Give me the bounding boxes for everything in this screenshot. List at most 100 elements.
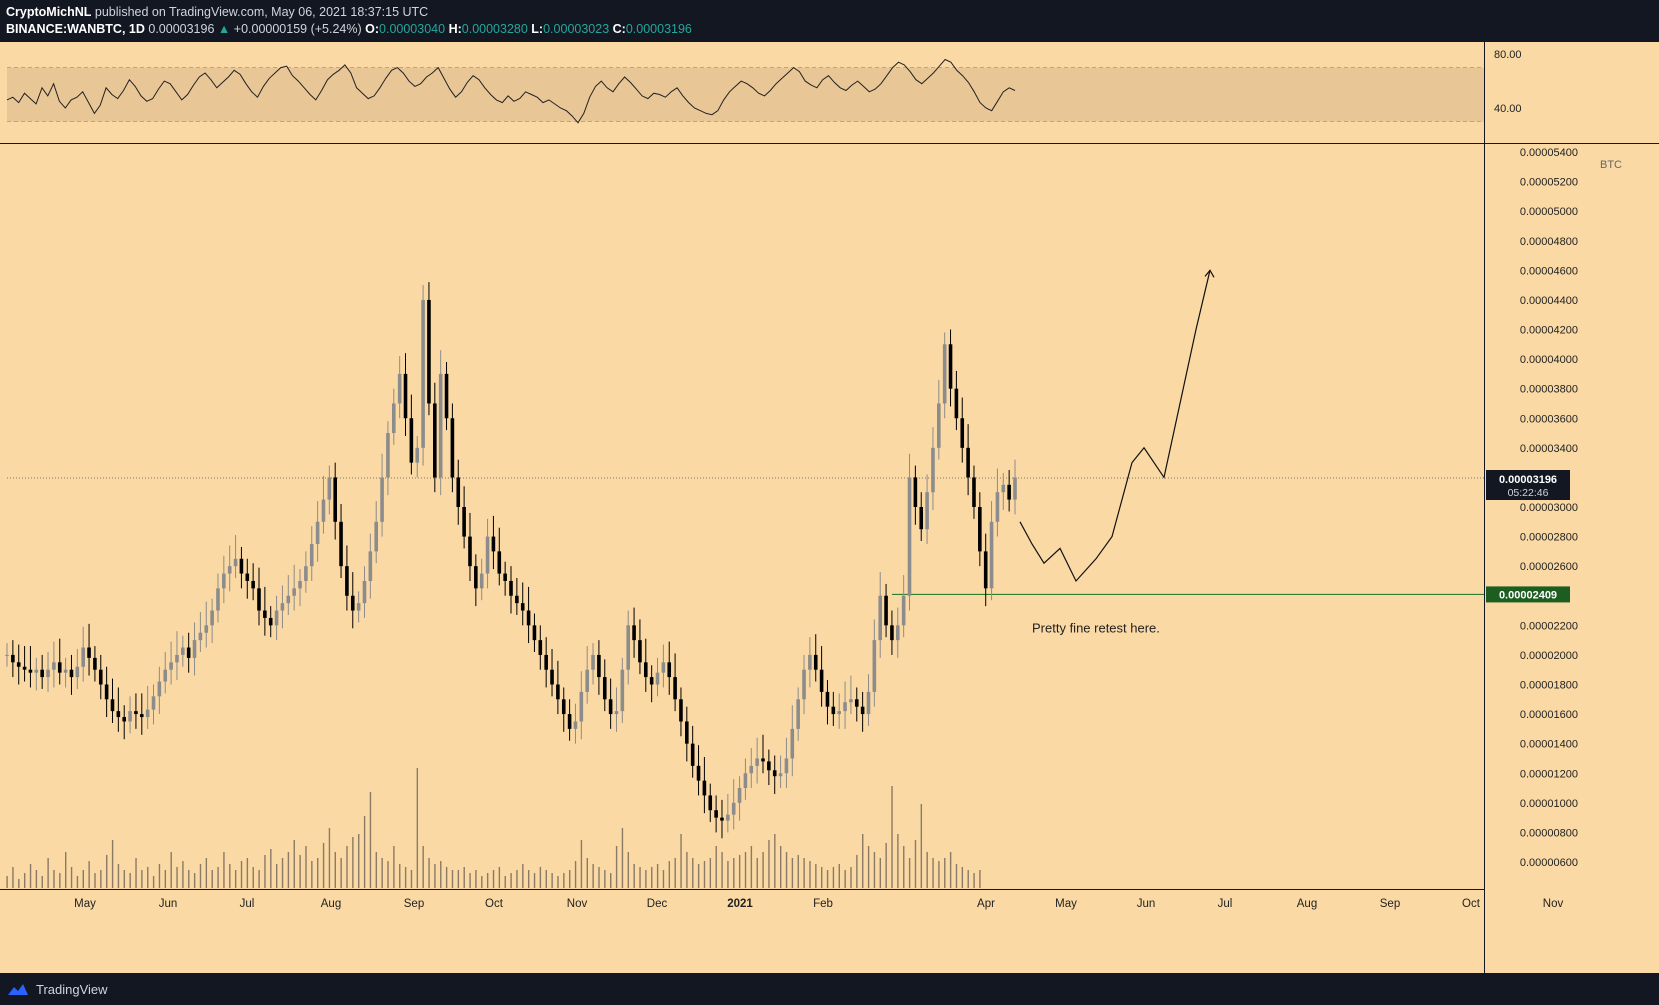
candle-body <box>204 625 209 633</box>
volume-bar <box>469 873 471 888</box>
candle-body <box>532 625 537 641</box>
volume-bar <box>6 876 8 888</box>
time-tick-label: Aug <box>321 898 341 910</box>
high-value: 0.00003280 <box>461 22 528 36</box>
volume-bar <box>252 867 254 888</box>
candle-body <box>591 654 595 670</box>
candle-body <box>333 477 337 522</box>
time-tick-label: Oct <box>1462 898 1481 910</box>
volume-bar <box>826 870 829 888</box>
volume-bar <box>281 858 284 888</box>
volume-bar <box>504 876 506 888</box>
candle-body <box>983 551 988 589</box>
volume-bar <box>527 870 530 888</box>
rsi-pane[interactable]: 80.00 40.00 <box>0 49 1659 144</box>
candle-body <box>761 758 765 762</box>
volume-bar <box>135 858 137 888</box>
volume-bar <box>188 870 190 888</box>
volume-bar <box>317 858 319 888</box>
price-axis[interactable]: 0.00005400 0.00005200 0.00005000 0.00004800… <box>1484 42 1623 973</box>
published-text: published on TradingView.com, May 06, 20… <box>94 5 429 19</box>
tradingview-logo[interactable]: TradingView <box>6 980 108 998</box>
candle-body <box>304 566 308 581</box>
candle-body <box>374 521 379 552</box>
price-tick-label: 0.00002600 <box>1520 561 1578 573</box>
volume-bar <box>229 864 231 888</box>
volume-bar <box>557 876 559 888</box>
volume-bar <box>651 867 653 888</box>
candle-body <box>1013 477 1017 500</box>
time-tick-label: May <box>1055 898 1077 910</box>
volume-bar <box>750 846 753 888</box>
volume-bar <box>170 852 172 888</box>
volume-bar <box>35 870 38 888</box>
low-label: L: <box>531 22 544 36</box>
volume-bar <box>891 786 893 888</box>
candle-body <box>854 699 859 707</box>
volume-bar <box>533 873 536 888</box>
candle-body <box>872 640 877 692</box>
candle-body <box>972 477 976 507</box>
candle-body <box>5 654 9 656</box>
volume-bar <box>885 843 887 888</box>
volume-bar <box>645 870 647 888</box>
candle-body <box>796 699 800 729</box>
candle-body <box>960 418 965 448</box>
candle-body <box>245 573 250 581</box>
candle-body <box>673 677 677 700</box>
price-tick-label: 0.00002200 <box>1520 620 1578 632</box>
volume-bar <box>522 864 524 888</box>
candle-body <box>667 662 672 678</box>
author-name[interactable]: CryptoMichNL <box>6 5 92 19</box>
candle-body <box>257 588 261 611</box>
volume-bar <box>82 870 84 888</box>
volume-bar <box>791 858 794 888</box>
volume-bar <box>674 858 676 888</box>
candle-body <box>128 711 132 722</box>
volume-bar <box>592 864 594 888</box>
candle-body <box>837 711 841 715</box>
volume-bar <box>727 861 729 888</box>
time-axis[interactable]: May Jun Jul Aug Sep Oct Nov Dec 2021 Feb Apr May Jun… <box>0 889 1563 911</box>
volume-bar <box>979 870 981 888</box>
candle-body <box>550 669 554 685</box>
candle-body <box>813 654 818 670</box>
volume-bar <box>463 867 465 888</box>
volume-bar <box>211 870 213 888</box>
symbol-label[interactable]: BINANCE:WANBTC, 1D <box>6 22 145 36</box>
candle-body <box>937 403 941 448</box>
candle-body <box>309 543 314 567</box>
volume-bar <box>152 876 155 888</box>
candle-body <box>544 654 548 670</box>
candle-body <box>216 588 220 611</box>
candle-body <box>497 551 502 574</box>
candle-body <box>69 669 74 678</box>
candle-body <box>843 702 847 712</box>
volume-bar <box>147 867 149 888</box>
candle-body <box>40 669 44 678</box>
price-tick-label: 0.00003800 <box>1520 384 1578 396</box>
candle-body <box>491 536 496 552</box>
candle-body <box>1001 484 1006 493</box>
volume-bar <box>234 870 237 888</box>
candle-body <box>292 588 296 596</box>
price-pane[interactable]: Pretty fine retest here. <box>5 269 1484 888</box>
candle-body <box>52 662 56 670</box>
price-change: +0.00000159 (+5.24%) <box>233 22 362 36</box>
publish-line: CryptoMichNL published on TradingView.co… <box>6 5 428 19</box>
time-tick-label: Sep <box>1380 898 1400 910</box>
volume-bar <box>486 873 489 888</box>
chart-area[interactable]: 80.00 40.00 Pretty fine retest here. 0.00… <box>0 42 1659 973</box>
current-price-badge <box>1486 470 1570 501</box>
candle-body <box>93 657 97 670</box>
candle-body <box>57 662 62 673</box>
candle-body <box>98 669 103 685</box>
volume-bar <box>182 861 184 888</box>
price-tick-label: 0.00002800 <box>1520 532 1578 544</box>
candle-body <box>210 610 214 626</box>
volume-bar <box>158 864 161 888</box>
volume-bar <box>803 858 805 888</box>
candle-body <box>122 717 127 722</box>
volume-bar <box>434 864 436 888</box>
volume-bar <box>457 870 460 888</box>
